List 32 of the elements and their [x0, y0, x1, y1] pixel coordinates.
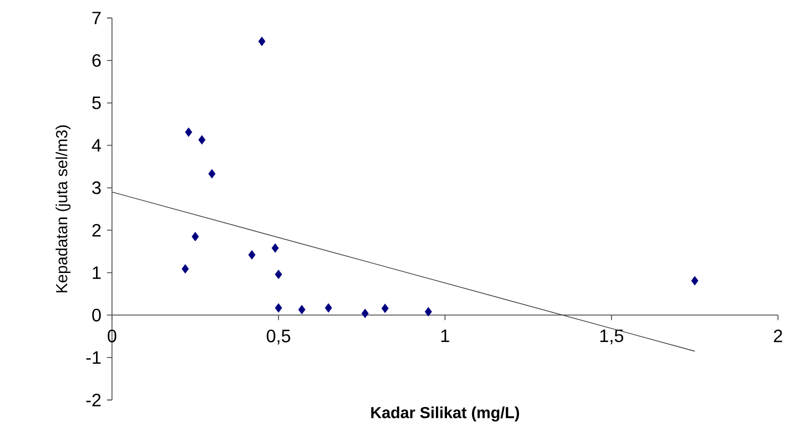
x-tick-label: 0,5 [266, 330, 290, 344]
y-tick-label: 4 [92, 139, 101, 152]
point [274, 270, 282, 280]
y-tick-label: -1 [86, 351, 101, 364]
point [272, 243, 279, 253]
point [381, 304, 389, 314]
y-tick-label: 3 [92, 181, 101, 194]
y-tick-label: 1 [92, 266, 101, 279]
y-axis-title: Kepadatan (juta sel/m3) [56, 125, 70, 292]
point [324, 303, 332, 313]
point [248, 250, 256, 260]
y-tick-label: 7 [92, 12, 101, 24]
point [192, 232, 199, 242]
y-tick-label: 5 [92, 96, 101, 110]
x-tick-label: 1,5 [600, 330, 624, 344]
point [258, 36, 266, 46]
y-tick-label: 2 [92, 224, 101, 236]
y-tick-label: -2 [86, 394, 101, 406]
x-tick-label: 1 [441, 330, 450, 342]
point [362, 308, 369, 318]
point [208, 169, 216, 178]
y-tick-label: 6 [92, 54, 101, 67]
point [182, 264, 189, 274]
point [274, 303, 282, 313]
point [691, 276, 698, 286]
x-axis-title: Kadar Silikat (mg/L) [371, 406, 520, 422]
y-tick-label: 0 [92, 308, 101, 322]
point [298, 304, 306, 314]
point [198, 135, 206, 145]
point [185, 127, 192, 137]
x-tick-label: 2 [774, 330, 782, 342]
point [424, 307, 432, 316]
